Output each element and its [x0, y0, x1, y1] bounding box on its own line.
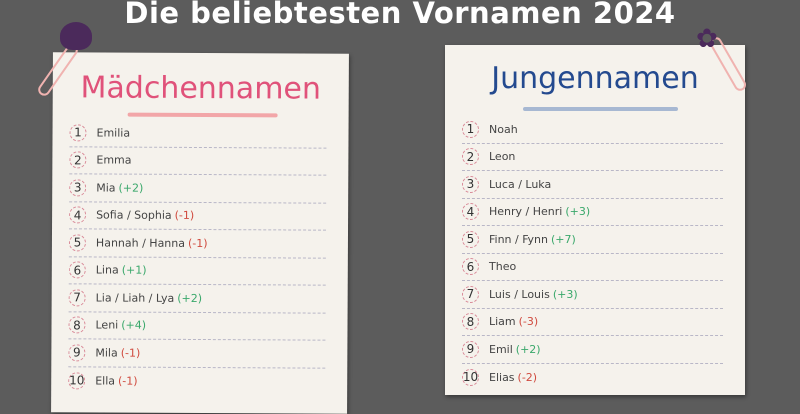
rank-change: (-1)	[187, 236, 208, 250]
name-text: Leon	[489, 150, 516, 164]
list-item: 3 Mia (+2)	[69, 174, 327, 204]
girls-card: Mädchennamen 1 Emilia 2 Emma 3 Mia (+2) 4 Sofia …	[51, 52, 349, 414]
rank-change: (+1)	[121, 263, 147, 277]
rank-change: (+7)	[551, 232, 576, 246]
rank-badge: 9	[462, 340, 479, 358]
rank-badge: 6	[462, 258, 479, 276]
list-item: 5 Finn / Fynn (+7)	[462, 226, 723, 254]
list-item: 8 Liam (-3)	[462, 309, 723, 336]
flower-icon: ✿	[696, 24, 718, 54]
rank-badge: 1	[462, 120, 479, 138]
rank-badge: 2	[462, 148, 479, 166]
list-item: 7 Luis / Louis (+3)	[462, 281, 723, 309]
list-item: 6 Theo	[462, 254, 723, 281]
rank-badge: 8	[68, 316, 86, 334]
girls-list: 1 Emilia 2 Emma 3 Mia (+2) 4 Sofia / Sophia (-1) 5…	[68, 119, 327, 396]
rank-change: (-2)	[517, 370, 538, 384]
list-item: 3 Luca / Luka	[462, 171, 723, 199]
rank-change: (+2)	[177, 291, 203, 305]
rank-badge: 5	[68, 234, 86, 252]
rank-badge: 6	[68, 261, 86, 279]
girls-underline	[127, 112, 278, 118]
rank-change: (-3)	[518, 315, 539, 329]
name-text: Liam	[489, 315, 516, 329]
rank-change: (+2)	[515, 342, 541, 356]
list-item: 6 Lina (+1)	[68, 256, 326, 286]
list-item: 8 Leni (+4)	[68, 311, 326, 341]
boys-heading: Jungennamen	[491, 61, 699, 96]
list-item: 10 Ella (-1)	[68, 367, 325, 396]
name-text: Noah	[489, 122, 518, 136]
rank-badge: 3	[69, 179, 87, 197]
rank-change: (+4)	[121, 318, 147, 332]
list-item: 7 Lia / Liah / Lya (+2)	[68, 284, 326, 314]
name-text: Theo	[489, 260, 517, 274]
name-text: Finn / Fynn	[489, 232, 548, 246]
list-item: 9 Emil (+2)	[462, 336, 723, 364]
list-item: 10 Elias (-2)	[462, 364, 723, 392]
boys-card: Jungennamen 1 Noah 2 Leon 3 Luca / Luka 4 Henry…	[445, 45, 745, 395]
list-item: 1 Emilia	[69, 119, 327, 149]
heart-icon	[60, 22, 92, 50]
name-text: Sofia / Sophia	[96, 208, 172, 223]
list-item: 1 Noah	[462, 116, 723, 144]
rank-badge: 3	[462, 175, 479, 193]
rank-badge: 5	[462, 230, 479, 248]
rank-badge: 8	[462, 313, 479, 331]
name-text: Hannah / Hanna	[95, 236, 186, 250]
name-text: Ella	[95, 374, 116, 388]
name-text: Luca / Luka	[489, 177, 552, 191]
name-text: Emil	[489, 342, 513, 356]
name-text: Luis / Louis	[489, 287, 550, 301]
name-text: Elias	[489, 370, 515, 384]
rank-change: (-1)	[174, 209, 195, 223]
rank-badge: 4	[462, 203, 479, 221]
rank-badge: 9	[68, 344, 86, 362]
rank-badge: 1	[69, 124, 87, 142]
rank-badge: 10	[68, 372, 86, 390]
rank-badge: 2	[69, 151, 87, 169]
name-text: Leni	[95, 318, 119, 332]
rank-change: (+2)	[118, 181, 144, 195]
girls-heading: Mädchennamen	[80, 70, 322, 107]
rank-badge: 7	[462, 285, 479, 303]
list-item: 5 Hannah / Hanna (-1)	[68, 229, 327, 259]
list-item: 4 Henry / Henri (+3)	[462, 199, 723, 226]
name-text: Lia / Liah / Lya	[95, 291, 175, 305]
rank-badge: 7	[68, 289, 86, 307]
rank-badge: 4	[69, 206, 87, 224]
name-text: Emma	[96, 153, 132, 167]
name-text: Mila	[95, 346, 118, 360]
boys-underline	[523, 107, 678, 111]
list-item: 9 Mila (-1)	[68, 339, 326, 369]
name-text: Henry / Henri	[489, 205, 563, 219]
rank-change: (-1)	[120, 346, 141, 360]
name-text: Emilia	[96, 126, 131, 140]
page-title: Die beliebtesten Vornamen 2024	[124, 0, 676, 30]
rank-badge: 10	[462, 368, 479, 386]
name-text: Lina	[95, 263, 119, 277]
rank-change: (-1)	[118, 374, 138, 388]
rank-change: (+3)	[565, 205, 591, 219]
boys-list: 1 Noah 2 Leon 3 Luca / Luka 4 Henry / Henri (+3)…	[462, 116, 723, 391]
list-item: 2 Leon	[462, 144, 723, 171]
name-text: Mia	[96, 181, 116, 195]
rank-change: (+3)	[552, 287, 578, 301]
list-item: 2 Emma	[69, 146, 327, 176]
list-item: 4 Sofia / Sophia (-1)	[69, 201, 327, 231]
